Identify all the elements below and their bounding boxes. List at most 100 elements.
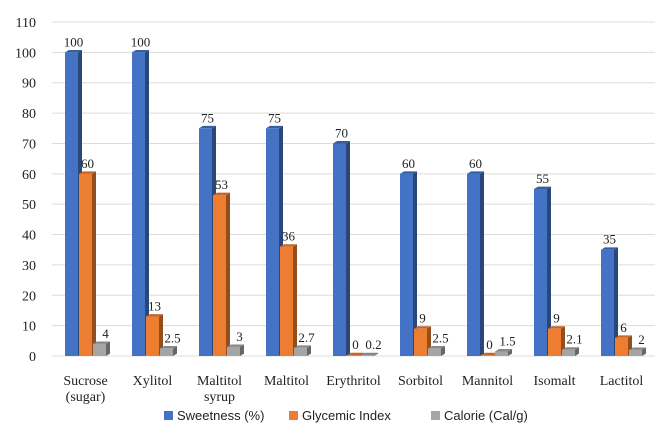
bar-front [132, 52, 145, 356]
data-label: 3 [236, 329, 243, 344]
data-label: 70 [335, 125, 348, 140]
x-tick-label: Xylitol [133, 374, 173, 389]
bar-top [333, 141, 350, 144]
bar [132, 49, 149, 357]
data-label: 53 [215, 177, 228, 192]
bar-top [467, 171, 484, 174]
bar [213, 192, 230, 356]
x-tick-label: Mannitol [462, 374, 513, 389]
bar-side [106, 341, 110, 356]
bar-side [145, 49, 149, 357]
bar-side [547, 186, 551, 356]
bar-front [495, 351, 508, 356]
bar-top [562, 347, 579, 350]
data-label: 4 [102, 326, 109, 341]
bar-front [562, 349, 575, 356]
data-label: 55 [536, 171, 549, 186]
x-tick-label: Sucrose [63, 374, 107, 389]
bar-top [428, 346, 445, 349]
data-label: 75 [201, 110, 214, 125]
legend-label: Calorie (Cal/g) [444, 408, 528, 423]
bar-top [65, 49, 82, 53]
bar [79, 171, 96, 356]
legend-item: Sweetness (%) [164, 408, 264, 423]
bar-top [361, 352, 378, 356]
bar-front [534, 189, 547, 356]
bar-front [428, 348, 441, 356]
bar-side [173, 346, 177, 356]
legend-swatch [164, 411, 173, 420]
bar-front [601, 249, 614, 356]
bar [280, 244, 297, 356]
data-label: 2.1 [566, 332, 582, 347]
x-tick-label: Maltitol [197, 374, 242, 389]
bar-top [495, 349, 512, 352]
data-label: 60 [402, 156, 415, 171]
bar-top [347, 352, 364, 356]
bar [227, 344, 244, 356]
x-tick-label: (sugar) [66, 390, 106, 405]
bar-front [213, 195, 226, 356]
bar-front [481, 355, 494, 356]
bar-front [93, 343, 106, 356]
y-tick-label: 0 [29, 350, 36, 365]
bar-front [79, 173, 92, 356]
bar-front [548, 328, 561, 356]
bar-front [467, 173, 480, 356]
y-tick-label: 30 [22, 259, 36, 274]
bar-front [266, 128, 279, 356]
y-tick-label: 90 [22, 77, 36, 92]
bar [146, 314, 163, 356]
bar-top [266, 125, 283, 129]
x-tick-label: Lactitol [600, 374, 644, 389]
bar-side [614, 247, 618, 356]
bar-side [413, 171, 417, 356]
legend-label: Sweetness (%) [177, 408, 264, 423]
x-tick-label: Sorbitol [398, 374, 443, 389]
bar [333, 141, 350, 356]
data-label: 35 [603, 232, 616, 247]
data-label: 0.2 [365, 337, 381, 352]
y-tick-label: 40 [22, 229, 36, 244]
data-label: 36 [282, 229, 296, 244]
bar [160, 346, 177, 356]
legend: Sweetness (%) Glycemic Index Calorie (Cal/… [164, 408, 528, 423]
bar-side [575, 347, 579, 356]
bar [93, 341, 110, 356]
bar [629, 347, 646, 356]
bar-front [333, 143, 346, 356]
bar-top [199, 125, 216, 129]
legend-swatch [289, 411, 298, 420]
bar-side [240, 344, 244, 356]
bar-side [441, 346, 445, 356]
y-tick-label: 10 [22, 320, 36, 335]
bar-top [615, 335, 632, 338]
bar [495, 349, 512, 356]
bar [294, 345, 311, 356]
bar-side [307, 345, 311, 356]
bar-front [227, 346, 240, 356]
bar-side [480, 171, 484, 356]
bar-top [213, 192, 230, 196]
bar-top [227, 344, 244, 347]
bar-top [481, 352, 498, 356]
bar-top [93, 341, 110, 344]
bar-top [548, 326, 565, 329]
bar-front [160, 348, 173, 356]
y-tick-label: 110 [16, 16, 36, 31]
bar-top [79, 171, 96, 174]
y-tick-label: 60 [22, 168, 36, 183]
bar-front [400, 173, 413, 356]
bar-top [629, 347, 646, 350]
bar-front [414, 328, 427, 356]
bar-side [293, 244, 297, 356]
data-label: 2.5 [432, 330, 448, 345]
data-label: 100 [64, 34, 84, 49]
bar-top [160, 346, 177, 349]
bar-top [294, 345, 311, 348]
data-label: 13 [148, 299, 161, 314]
bar [548, 326, 565, 356]
bar-top [601, 247, 618, 250]
x-tick-label: Maltitol [264, 374, 309, 389]
